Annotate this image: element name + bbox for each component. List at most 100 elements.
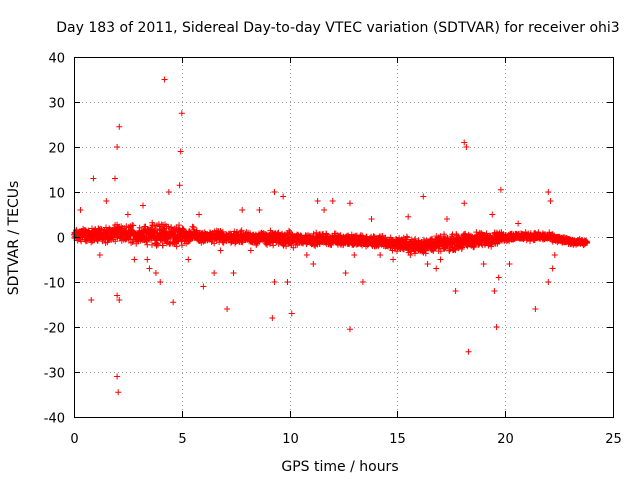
- outlier-point: [170, 299, 177, 306]
- outlier-point: [390, 256, 397, 263]
- y-tick-label: -20: [44, 322, 65, 337]
- outlier-point: [359, 279, 366, 285]
- outlier-point: [124, 211, 131, 218]
- outlier-point: [288, 310, 295, 317]
- data-point: [238, 227, 245, 234]
- data-point: [441, 233, 448, 240]
- axes: 0 5 10 15 20 25 40 30 20 10 0 -10 -20 -30 -40: [44, 52, 622, 448]
- outlier-point: [551, 252, 558, 258]
- data-point: [336, 232, 343, 239]
- outlier-point: [515, 220, 522, 227]
- outlier-point: [310, 261, 317, 267]
- outlier-point: [351, 252, 358, 258]
- outlier-point: [161, 76, 168, 83]
- data-point: [211, 240, 218, 247]
- x-tick-label: 5: [178, 432, 186, 447]
- data-point: [437, 248, 444, 255]
- outlier-point: [177, 148, 184, 155]
- y-tick-label: 20: [48, 142, 65, 157]
- outlier-point: [437, 256, 444, 263]
- data-point: [345, 232, 352, 239]
- outlier-point: [139, 202, 146, 209]
- outlier-point: [342, 270, 349, 276]
- outlier-point: [103, 198, 110, 204]
- outlier-point: [200, 283, 207, 290]
- outlier-point: [256, 207, 263, 213]
- data-point: [154, 241, 161, 248]
- outlier-point: [176, 182, 183, 189]
- outlier-point: [115, 389, 122, 396]
- data-point: [270, 242, 277, 249]
- data-point: [286, 227, 293, 234]
- y-axis-label: SDTVAR / TECUs: [6, 181, 22, 296]
- outlier-point: [405, 213, 412, 220]
- outlier-point: [497, 186, 504, 193]
- outlier-point: [146, 265, 153, 272]
- outlier-point: [280, 193, 287, 200]
- x-tick-label: 0: [70, 432, 78, 447]
- data-point: [404, 234, 411, 241]
- y-tick-label: 30: [48, 97, 65, 112]
- outlier-point: [114, 292, 121, 299]
- x-tick-label: 25: [605, 432, 622, 447]
- x-axis-label: GPS time / hours: [281, 459, 398, 475]
- outlier-point: [269, 315, 276, 321]
- y-tick-label: -30: [44, 367, 65, 382]
- outlier-point: [185, 256, 192, 263]
- data-point: [193, 227, 200, 234]
- outlier-point: [489, 211, 496, 218]
- outlier-point: [116, 123, 123, 130]
- outlier-point: [463, 144, 470, 150]
- outlier-point: [116, 297, 123, 303]
- y-tick-label: -10: [44, 277, 65, 292]
- data-point: [178, 242, 185, 249]
- outlier-point: [433, 265, 440, 272]
- outlier-point: [224, 306, 231, 312]
- outlier-point: [152, 270, 159, 276]
- outlier-point: [480, 261, 487, 267]
- outlier-point: [303, 252, 310, 258]
- outlier-point: [157, 279, 164, 285]
- outlier-point: [420, 193, 427, 200]
- outlier-point: [547, 198, 554, 204]
- outlier-point: [247, 247, 254, 254]
- outlier-point: [493, 324, 500, 330]
- x-tick-label: 10: [282, 432, 299, 447]
- outlier-point: [461, 200, 468, 207]
- outlier-point: [424, 261, 431, 267]
- outlier-point: [506, 261, 513, 267]
- outlier-point: [88, 297, 95, 303]
- outlier-point: [178, 110, 185, 117]
- outlier-point: [377, 252, 384, 258]
- outlier-point: [271, 189, 278, 195]
- data-point: [527, 238, 534, 245]
- outlier-point: [196, 211, 203, 218]
- outlier-point: [284, 279, 291, 285]
- outlier-point: [491, 288, 498, 294]
- outlier-point: [211, 270, 218, 276]
- data-point: [420, 236, 427, 243]
- outlier-point: [114, 144, 121, 150]
- data-point: [154, 240, 161, 247]
- y-tick-label: 0: [57, 232, 65, 247]
- data-point: [394, 248, 400, 255]
- y-tick-label: -40: [44, 412, 65, 427]
- y-tick-label: 40: [48, 52, 65, 67]
- outlier-point: [329, 198, 336, 204]
- outlier-point: [545, 279, 552, 285]
- outlier-point: [271, 279, 278, 285]
- outlier-point: [549, 265, 556, 272]
- outlier-point: [239, 207, 246, 213]
- y-tick-label: 10: [48, 187, 65, 202]
- outlier-point: [114, 373, 121, 380]
- data-point: [112, 238, 119, 245]
- outlier-point: [165, 189, 172, 195]
- data-point: [173, 243, 180, 250]
- outlier-point: [407, 252, 414, 258]
- data-point: [429, 235, 436, 242]
- outlier-point: [77, 207, 84, 213]
- outlier-point: [144, 256, 151, 263]
- data-point: [452, 247, 459, 254]
- outlier-point: [346, 200, 353, 207]
- outlier-point: [368, 216, 375, 222]
